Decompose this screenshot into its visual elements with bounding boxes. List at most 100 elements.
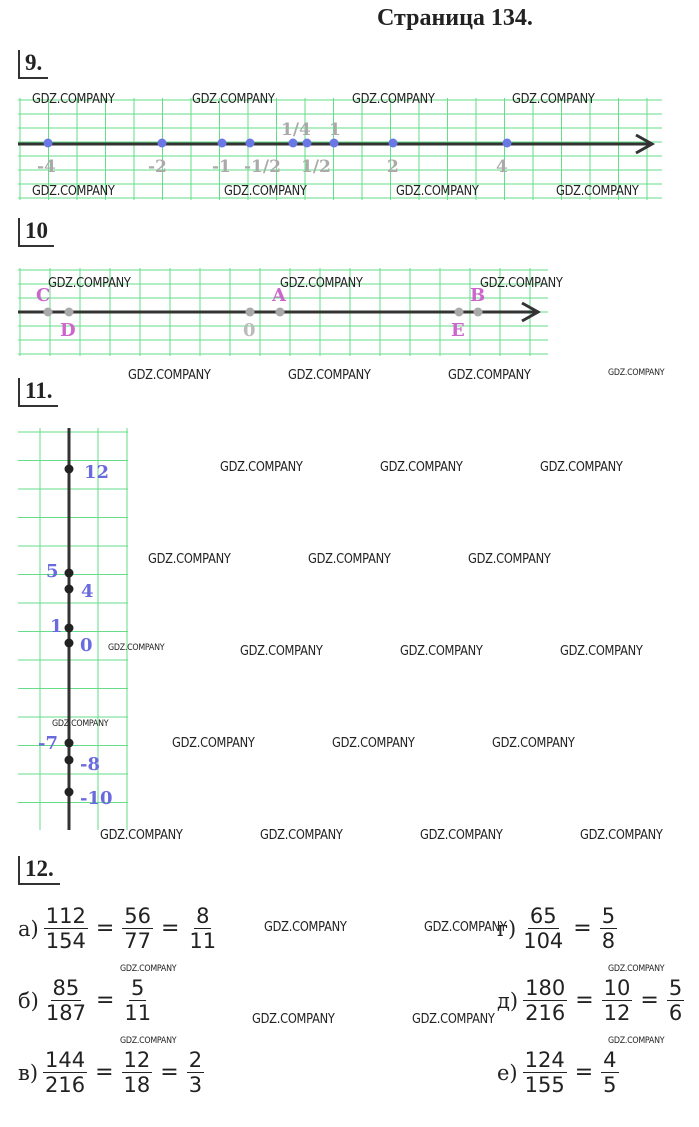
watermark-text: GDZ.COMPANY bbox=[252, 1012, 335, 1027]
equals-sign: = bbox=[95, 1060, 114, 1085]
point-1v bbox=[64, 623, 74, 633]
watermark-text: GDZ.COMPANY bbox=[560, 644, 643, 659]
task-12-number: 12. bbox=[18, 856, 60, 885]
point-12 bbox=[64, 464, 74, 474]
watermark-text-small: GDZ.COMPANY bbox=[120, 1036, 177, 1046]
watermark-text: GDZ.COMPANY bbox=[556, 184, 639, 199]
label-2: 2 bbox=[387, 157, 399, 177]
equals-sign: = bbox=[160, 1060, 179, 1085]
row-letter: е) bbox=[497, 1060, 518, 1085]
task-10-number: 10 bbox=[18, 218, 54, 247]
equals-sign: = bbox=[95, 988, 115, 1013]
row-letter: д) bbox=[497, 988, 519, 1013]
watermark-text: GDZ.COMPANY bbox=[352, 92, 435, 107]
watermark-text: GDZ.COMPANY bbox=[400, 644, 483, 659]
watermark-text: GDZ.COMPANY bbox=[100, 828, 183, 843]
label-minus-4: -4 bbox=[37, 157, 56, 177]
watermark-text: GDZ.COMPANY bbox=[172, 736, 255, 751]
watermark-text: GDZ.COMPANY bbox=[288, 368, 371, 383]
watermark-text: GDZ.COMPANY bbox=[128, 368, 211, 383]
watermark-text: GDZ.COMPANY bbox=[32, 184, 115, 199]
equals-sign: = bbox=[95, 916, 115, 941]
fraction: 124 155 bbox=[522, 1048, 567, 1097]
watermark-text: GDZ.COMPANY bbox=[308, 552, 391, 567]
watermark-text: GDZ.COMPANY bbox=[148, 552, 231, 567]
label-minus-10: -10 bbox=[80, 788, 113, 809]
label-half: 1/2 bbox=[301, 157, 331, 177]
fraction: 5 11 bbox=[124, 976, 152, 1025]
watermark-text: GDZ.COMPANY bbox=[424, 920, 507, 935]
watermark-text-small: GDZ.COMPANY bbox=[52, 719, 109, 729]
label-4v: 4 bbox=[81, 581, 94, 602]
row-letter: в) bbox=[18, 1060, 39, 1085]
point-quarter bbox=[288, 138, 298, 148]
watermark-text: GDZ.COMPANY bbox=[448, 368, 531, 383]
watermark-text: GDZ.COMPANY bbox=[468, 552, 551, 567]
fraction: 10 12 bbox=[601, 976, 633, 1025]
watermark-text: GDZ.COMPANY bbox=[240, 644, 323, 659]
row-letter: а) bbox=[18, 916, 39, 941]
point-minus-4 bbox=[43, 138, 53, 148]
watermark-text: GDZ.COMPANY bbox=[192, 92, 275, 107]
label-5: 5 bbox=[46, 561, 59, 582]
point-2 bbox=[388, 138, 398, 148]
watermark-text-small: GDZ.COMPANY bbox=[608, 1036, 665, 1046]
watermark-text: GDZ.COMPANY bbox=[540, 460, 623, 475]
watermark-text: GDZ.COMPANY bbox=[380, 460, 463, 475]
watermark-text: GDZ.COMPANY bbox=[412, 1012, 495, 1027]
equals-sign: = bbox=[640, 988, 659, 1013]
label-4: 4 bbox=[496, 157, 508, 177]
watermark-text-small: GDZ.COMPANY bbox=[108, 643, 165, 653]
point-c bbox=[43, 307, 53, 317]
watermark-text-small: GDZ.COMPANY bbox=[120, 964, 177, 974]
row-letter: б) bbox=[18, 988, 39, 1013]
equals-sign: = bbox=[573, 916, 592, 941]
point-b bbox=[473, 307, 483, 317]
point-minus-8 bbox=[64, 755, 74, 765]
task-11-number: 11. bbox=[18, 378, 59, 407]
equals-sign: = bbox=[575, 988, 594, 1013]
point-5 bbox=[64, 568, 74, 578]
label-minus-1: -1 bbox=[212, 157, 231, 177]
label-minus-half: -1/2 bbox=[244, 157, 281, 177]
point-minus-10 bbox=[64, 787, 74, 797]
label-e: E bbox=[451, 320, 465, 341]
point-minus-2 bbox=[157, 138, 167, 148]
watermark-text: GDZ.COMPANY bbox=[264, 920, 347, 935]
label-12: 12 bbox=[84, 462, 109, 483]
point-d bbox=[64, 307, 74, 317]
fraction: 8 11 bbox=[189, 904, 217, 953]
watermark-text: GDZ.COMPANY bbox=[48, 276, 131, 291]
watermark-text: GDZ.COMPANY bbox=[420, 828, 503, 843]
watermark-text: GDZ.COMPANY bbox=[480, 276, 563, 291]
point-1 bbox=[329, 138, 339, 148]
label-d: D bbox=[60, 320, 76, 341]
watermark-text: GDZ.COMPANY bbox=[32, 92, 115, 107]
point-a bbox=[275, 307, 285, 317]
point-minus-7 bbox=[64, 738, 74, 748]
fraction: 112 154 bbox=[43, 904, 88, 953]
point-4v bbox=[64, 584, 74, 594]
fraction: 144 216 bbox=[43, 1048, 88, 1097]
task-11-grid bbox=[18, 428, 128, 830]
fraction: 56 77 bbox=[122, 904, 153, 953]
fraction: 180 216 bbox=[523, 976, 568, 1025]
watermark-text: GDZ.COMPANY bbox=[492, 736, 575, 751]
point-e bbox=[454, 307, 464, 317]
point-4 bbox=[502, 138, 512, 148]
watermark-text: GDZ.COMPANY bbox=[580, 828, 663, 843]
label-zero: 0 bbox=[243, 320, 256, 341]
equals-sign: = bbox=[160, 916, 180, 941]
equals-sign: = bbox=[574, 1060, 594, 1085]
task-9-number: 9. bbox=[18, 50, 49, 79]
label-0v: 0 bbox=[80, 635, 93, 656]
watermark-text: GDZ.COMPANY bbox=[396, 184, 479, 199]
watermark-text-small: GDZ.COMPANY bbox=[608, 964, 665, 974]
